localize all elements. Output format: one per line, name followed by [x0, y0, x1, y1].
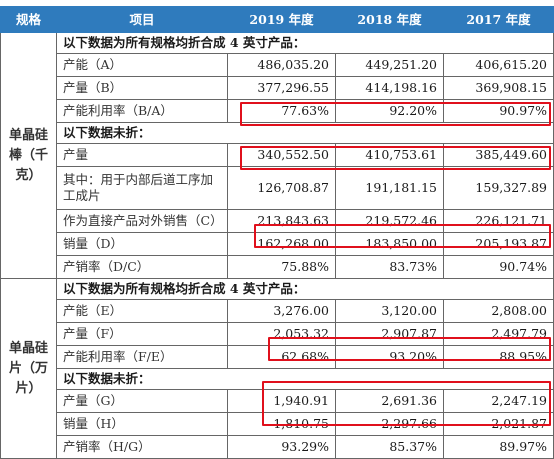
- row-label: 产能利用率（B/A）: [56, 99, 228, 123]
- cell-2019: 1,810.75: [227, 412, 336, 436]
- wafer-note-converted: 以下数据为所有规格均折合成 4 英寸产品：: [56, 278, 554, 300]
- row-label: 产量（F）: [56, 322, 228, 346]
- cell-2019: 75.88%: [227, 255, 336, 279]
- row-label: 作为直接产品对外销售（C）: [56, 209, 228, 233]
- cell-2018: 410,753.61: [335, 143, 444, 167]
- cell-2018: 449,251.20: [335, 53, 444, 77]
- cell-2017: 88.95%: [443, 345, 554, 369]
- table-row: 其中：用于内部后道工序加工成片 126,708.87 191,181.15 15…: [1, 166, 554, 210]
- header-2019: 2019 年度: [227, 6, 336, 33]
- cell-2017: 2,497.79: [443, 322, 554, 346]
- cell-2018: 414,198.16: [335, 76, 444, 100]
- cell-2019: 486,035.20: [227, 53, 336, 77]
- header-item: 项目: [56, 6, 228, 33]
- cell-2018: 2,297.66: [335, 412, 444, 436]
- header-spec: 规格: [0, 6, 57, 33]
- cell-2017: 2,021.87: [443, 412, 554, 436]
- table-row: 产销率（D/C） 75.88% 83.73% 90.74%: [1, 255, 554, 279]
- cell-2017: 369,908.15: [443, 76, 554, 100]
- rod-note-converted-row: 单晶硅棒（千克） 以下数据为所有规格均折合成 4 英寸产品：: [0, 32, 554, 279]
- row-label: 产量（B）: [56, 76, 228, 100]
- row-label: 产能（A）: [56, 53, 228, 77]
- row-label: 销量（D）: [56, 232, 228, 256]
- wafer-note-raw: 以下数据未折：: [56, 368, 554, 390]
- cell-2018: 2,691.36: [335, 389, 444, 413]
- cell-2017: 90.74%: [443, 255, 554, 279]
- cell-2017: 89.97%: [443, 435, 554, 459]
- cell-2018: 83.73%: [335, 255, 444, 279]
- cell-2019: 213,843.63: [227, 209, 336, 233]
- row-label: 产能（E）: [56, 299, 228, 323]
- cell-2017: 226,121.71: [443, 209, 554, 233]
- table-row: 产能（A） 486,035.20 449,251.20 406,615.20: [1, 53, 554, 77]
- cell-2019: 162,268.00: [227, 232, 336, 256]
- cell-2018: 3,120.00: [335, 299, 444, 323]
- cell-2017: 406,615.20: [443, 53, 554, 77]
- cell-2017: 2,247.19: [443, 389, 554, 413]
- row-label: 销量（H）: [56, 412, 228, 436]
- row-label: 其中：用于内部后道工序加工成片: [56, 166, 228, 210]
- header-row: 规格 项目 2019 年度 2018 年度 2017 年度: [0, 6, 554, 33]
- cell-2019: 340,552.50: [227, 143, 336, 167]
- cell-2019: 1,940.91: [227, 389, 336, 413]
- cell-2018: 93.20%: [335, 345, 444, 369]
- table-row: 销量（D） 162,268.00 183,850.00 205,193.87: [1, 232, 554, 256]
- row-label: 产量: [56, 143, 228, 167]
- table-row: 产能（E） 3,276.00 3,120.00 2,808.00: [1, 299, 554, 323]
- table-row: 产能利用率（F/E） 62.68% 93.20% 88.95%: [1, 345, 554, 369]
- cell-2018: 191,181.15: [335, 166, 444, 210]
- cell-2017: 90.97%: [443, 99, 554, 123]
- cell-2019: 2,053.32: [227, 322, 336, 346]
- cell-2019: 77.63%: [227, 99, 336, 123]
- cell-2017: 205,193.87: [443, 232, 554, 256]
- cell-2018: 92.20%: [335, 99, 444, 123]
- cell-2018: 2,907.87: [335, 322, 444, 346]
- cell-2019: 62.68%: [227, 345, 336, 369]
- table-row: 产量（B） 377,296.55 414,198.16 369,908.15: [1, 76, 554, 100]
- cell-2019: 93.29%: [227, 435, 336, 459]
- cell-2017: 159,327.89: [443, 166, 554, 210]
- wafer-spec-cell: 单晶硅片（万片）: [0, 278, 57, 459]
- rod-note-raw-row: 以下数据未折：: [1, 122, 554, 144]
- rod-note-raw: 以下数据未折：: [56, 122, 554, 144]
- cell-2018: 85.37%: [335, 435, 444, 459]
- table-row: 产量 340,552.50 410,753.61 385,449.60: [1, 143, 554, 167]
- table-row: 销量（H） 1,810.75 2,297.66 2,021.87: [1, 412, 554, 436]
- row-label: 产销率（D/C）: [56, 255, 228, 279]
- row-label: 产量（G）: [56, 389, 228, 413]
- table-row: 产能利用率（B/A） 77.63% 92.20% 90.97%: [1, 99, 554, 123]
- row-label: 产能利用率（F/E）: [56, 345, 228, 369]
- cell-2018: 219,572.46: [335, 209, 444, 233]
- table-row: 产销率（H/G） 93.29% 85.37% 89.97%: [1, 435, 554, 459]
- cell-2019: 377,296.55: [227, 76, 336, 100]
- rod-spec-cell: 单晶硅棒（千克）: [0, 32, 57, 279]
- production-sales-table: 规格 项目 2019 年度 2018 年度 2017 年度 单晶硅棒（千克） 以…: [0, 6, 554, 459]
- header-2018: 2018 年度: [335, 6, 444, 33]
- rod-note-converted: 以下数据为所有规格均折合成 4 英寸产品：: [56, 32, 554, 54]
- table-row: 产量（G） 1,940.91 2,691.36 2,247.19: [1, 389, 554, 413]
- cell-2017: 2,808.00: [443, 299, 554, 323]
- wafer-note-raw-row: 以下数据未折：: [1, 368, 554, 390]
- cell-2018: 183,850.00: [335, 232, 444, 256]
- table-row: 作为直接产品对外销售（C） 213,843.63 219,572.46 226,…: [1, 209, 554, 233]
- cell-2019: 126,708.87: [227, 166, 336, 210]
- table-row: 产量（F） 2,053.32 2,907.87 2,497.79: [1, 322, 554, 346]
- header-2017: 2017 年度: [443, 6, 554, 33]
- cell-2017: 385,449.60: [443, 143, 554, 167]
- wafer-note-converted-row: 单晶硅片（万片） 以下数据为所有规格均折合成 4 英寸产品：: [0, 278, 554, 459]
- row-label: 产销率（H/G）: [56, 435, 228, 459]
- cell-2019: 3,276.00: [227, 299, 336, 323]
